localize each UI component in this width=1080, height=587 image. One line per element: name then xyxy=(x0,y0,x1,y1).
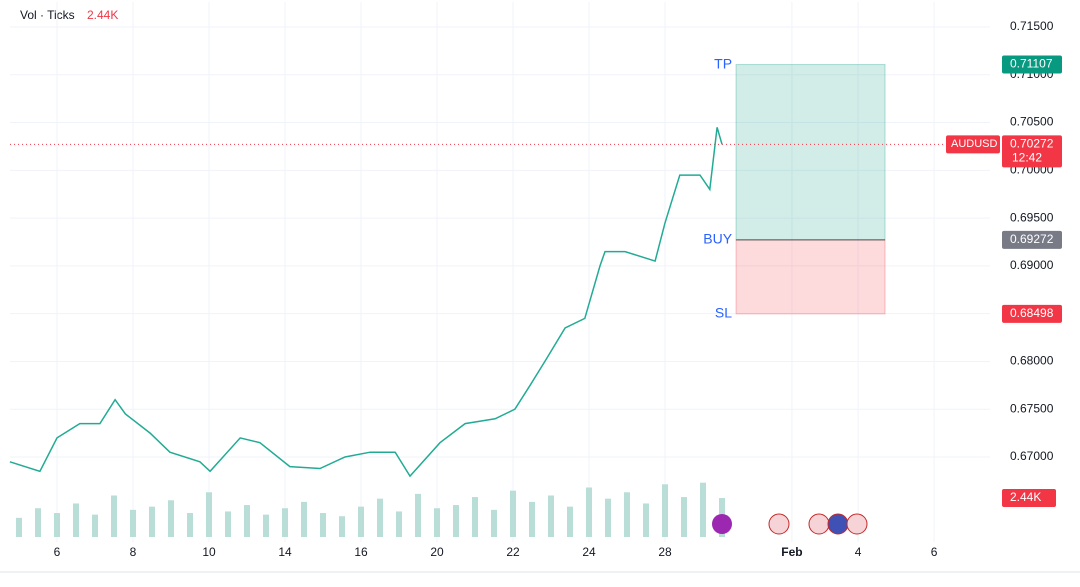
x-tick-label: 24 xyxy=(582,545,596,559)
price-tag xyxy=(1002,55,1062,74)
price-tag-label: 0.71107 xyxy=(1010,57,1053,71)
y-tick-label: 0.69500 xyxy=(1010,210,1054,224)
volume-bar xyxy=(35,508,41,537)
x-tick-label: 4 xyxy=(855,545,862,559)
volume-bar xyxy=(434,508,440,537)
volume-bar xyxy=(92,514,98,537)
volume-bar xyxy=(244,505,250,537)
volume-bar xyxy=(662,484,668,537)
price-line xyxy=(9,127,723,478)
position-label: TP xyxy=(714,55,732,71)
y-tick-label: 0.70500 xyxy=(1010,115,1054,129)
volume-bar xyxy=(605,498,611,537)
volume-title: Vol · Ticks xyxy=(20,8,75,22)
symbol-tag xyxy=(946,135,1000,154)
volume-bar xyxy=(282,508,288,537)
x-tick-label: 16 xyxy=(354,545,368,559)
x-tick-label: 8 xyxy=(130,545,137,559)
price-tag-label: 0.69272 xyxy=(1010,232,1054,246)
price-tag-label: 0.68498 xyxy=(1010,306,1054,320)
volume-bar xyxy=(16,517,22,537)
volume-bar xyxy=(263,514,269,537)
event-icon[interactable] xyxy=(808,513,830,535)
volume-bar xyxy=(529,501,535,537)
volume-bar xyxy=(73,503,79,537)
volume-bar xyxy=(206,492,212,537)
volume-bar xyxy=(358,506,364,537)
x-tick-label: 6 xyxy=(54,545,61,559)
volume-bar xyxy=(111,495,117,537)
position-label: BUY xyxy=(703,231,732,247)
x-tick-label: 22 xyxy=(506,545,520,559)
y-tick-label: 0.68000 xyxy=(1010,354,1054,368)
volume-bar xyxy=(54,513,60,537)
volume-bar xyxy=(491,509,497,537)
volume-header-value: 2.44K xyxy=(87,8,118,22)
price-tag-label: 0.70272 xyxy=(1010,137,1054,151)
symbol-tag-label: AUDUSD xyxy=(951,138,998,150)
volume-bar xyxy=(320,513,326,537)
volume-bar xyxy=(548,495,554,537)
take-profit-zone xyxy=(735,64,886,241)
volume-bar xyxy=(168,500,174,537)
y-tick-label: 0.69000 xyxy=(1010,258,1054,272)
y-tick-label: 0.71500 xyxy=(1010,19,1054,33)
event-icon[interactable] xyxy=(712,514,732,534)
price-tag xyxy=(1002,304,1062,323)
x-tick-label: Feb xyxy=(781,545,802,559)
volume-bar xyxy=(377,498,383,537)
volume-bar xyxy=(301,501,307,537)
event-icon[interactable] xyxy=(768,513,790,535)
price-tag xyxy=(1002,230,1062,249)
event-icon[interactable] xyxy=(846,513,868,535)
volume-bar xyxy=(567,506,573,537)
volume-bar xyxy=(130,509,136,537)
x-tick-label: 20 xyxy=(430,545,444,559)
price-tag xyxy=(1002,135,1062,168)
event-icons xyxy=(712,513,868,535)
volume-bar xyxy=(396,511,402,537)
x-tick-label: 28 xyxy=(658,545,672,559)
volume-bar xyxy=(339,516,345,537)
event-icon[interactable] xyxy=(827,513,849,535)
volume-bar xyxy=(225,511,231,537)
price-axis xyxy=(990,0,1080,572)
countdown: 12:42 xyxy=(1012,151,1042,165)
volume-bar xyxy=(681,497,687,537)
volume-bar xyxy=(510,490,516,537)
volume-bar xyxy=(149,506,155,537)
volume-tag xyxy=(1002,489,1056,508)
volume-bar xyxy=(472,497,478,537)
x-tick-label: 10 xyxy=(202,545,216,559)
x-tick-label: 14 xyxy=(278,545,292,559)
volume-tag-label: 2.44K xyxy=(1010,490,1041,504)
volume-bar xyxy=(643,503,649,537)
y-tick-label: 0.67000 xyxy=(1010,449,1054,463)
y-tick-label: 0.67500 xyxy=(1010,401,1054,415)
volume-bar xyxy=(700,482,706,537)
position-label: SL xyxy=(715,305,732,321)
volume-bar xyxy=(453,505,459,537)
volume-bar xyxy=(415,493,421,537)
stop-loss-zone xyxy=(735,239,886,315)
volume-bar xyxy=(624,492,630,537)
x-tick-label: 6 xyxy=(931,545,938,559)
volume-bar xyxy=(187,513,193,537)
volume-bar xyxy=(586,487,592,537)
